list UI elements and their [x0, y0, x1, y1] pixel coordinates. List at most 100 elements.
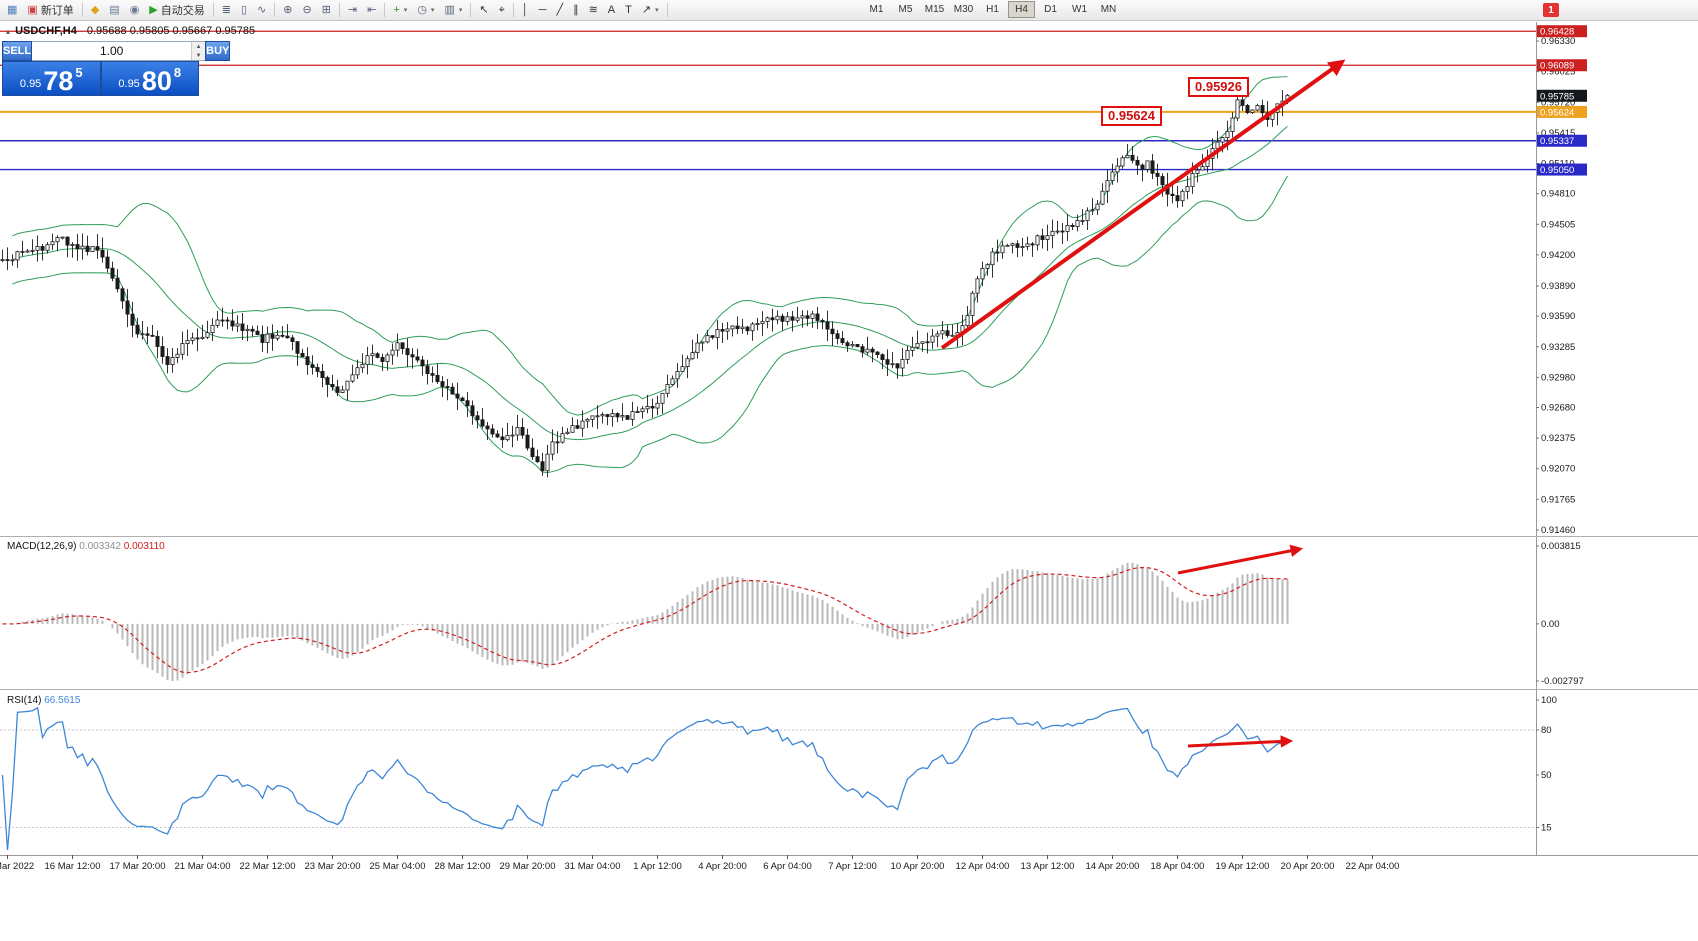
- timeframe-m1[interactable]: M1: [863, 1, 890, 18]
- dropdown-caret-icon: ▾: [458, 7, 463, 14]
- navigator-icon[interactable]: ◉: [126, 2, 144, 19]
- timeframe-m30[interactable]: M30: [950, 1, 977, 18]
- templates-icon[interactable]: ▥ ▾: [440, 2, 466, 19]
- sell-price-prefix: 0.95: [19, 78, 42, 90]
- sell-price-point: 5: [75, 65, 83, 80]
- text-label-icon[interactable]: T: [621, 2, 636, 19]
- timeframe-m5[interactable]: M5: [892, 1, 919, 18]
- one-click-toggle-icon[interactable]: ▴: [6, 27, 11, 36]
- bar-chart-icon: ≣: [221, 3, 231, 16]
- candles-layer[interactable]: [0, 90, 1290, 478]
- price-axis-label: 0.92070: [1541, 464, 1575, 475]
- candlestick-chart-icon: ▯: [240, 3, 248, 16]
- sell-price-button[interactable]: 0.95 78 5: [2, 61, 101, 96]
- rsi-axis-label: 15: [1541, 823, 1552, 834]
- buy-price-button[interactable]: 0.95 80 8: [100, 61, 199, 96]
- templates-icon: ▥: [444, 3, 455, 16]
- time-axis-label: 25 Mar 04:00: [370, 861, 426, 872]
- price-callout[interactable]: 0.95624: [1101, 106, 1162, 126]
- rsi-label: RSI(14) 66.5615: [7, 695, 81, 706]
- horizontal-line-icon[interactable]: ─: [535, 2, 551, 19]
- autotrading-button-label: 自动交易: [160, 5, 205, 17]
- channel-icon[interactable]: ∥: [569, 2, 583, 19]
- time-axis-label: 10 Apr 20:00: [891, 861, 945, 872]
- trend-arrow-macd[interactable]: [1177, 544, 1304, 575]
- macd-signal-line: [2, 567, 1288, 674]
- vertical-line-icon[interactable]: │: [518, 2, 533, 19]
- notification-badge[interactable]: 1: [1543, 3, 1559, 17]
- price-axis-label: 0.95720: [1541, 97, 1575, 108]
- buy-button[interactable]: BUY: [205, 41, 231, 61]
- autotrading-button[interactable]: ▶ 自动交易: [145, 2, 208, 19]
- sell-button[interactable]: SELL: [2, 41, 33, 61]
- toolbar-separator: [274, 3, 276, 17]
- volume-down-button[interactable]: ▼: [192, 51, 206, 60]
- price-axis-badge: [1537, 89, 1587, 102]
- chart-title: ▴ USDCHF,H4 0.95688 0.95805 0.95667 0.95…: [6, 25, 255, 37]
- profiles-icon[interactable]: ◆: [87, 2, 103, 19]
- trend-arrow-rsi[interactable]: [1187, 735, 1294, 748]
- timeframe-mn[interactable]: MN: [1095, 1, 1122, 18]
- cursor-icon[interactable]: ↖: [475, 2, 492, 19]
- time-axis-label: 22 Apr 04:00: [1346, 861, 1400, 872]
- new-order-button-label: 新订单: [40, 5, 74, 17]
- time-axis-label: 19 Apr 12:00: [1216, 861, 1270, 872]
- indicators-icon[interactable]: + ▾: [389, 2, 411, 19]
- timeframe-d1[interactable]: D1: [1037, 1, 1064, 18]
- rsi-axis-label: 100: [1541, 695, 1557, 706]
- timeframe-h4[interactable]: H4: [1008, 1, 1035, 18]
- tile-windows-icon[interactable]: ⊞: [318, 2, 335, 19]
- volume-up-button[interactable]: ▲: [192, 42, 206, 51]
- chart-window-icon[interactable]: ▦: [3, 2, 21, 19]
- price-axis-label: 0.96330: [1541, 36, 1575, 47]
- trend-arrow-main[interactable]: [940, 59, 1346, 350]
- auto-scroll-icon[interactable]: ⇥: [344, 2, 361, 19]
- price-axis-label: 0.91460: [1541, 525, 1575, 536]
- timeframe-h1[interactable]: H1: [979, 1, 1006, 18]
- price-axis-badge: [1537, 134, 1587, 147]
- volume-stepper: ▲ ▼: [32, 41, 206, 61]
- toolbar: ▦ ▣ 新订单 ◆ ▤ ◉ ▶ 自动交易 ≣ ▯ ∿ ⊕ ⊖ ⊞ ⇥ ⇤ + ▾ ◷ ▾ ▥ ▾ ↖ ⌖ │ ─ ╱ ∥ ≋ A T ↗ ▾ M…: [0, 0, 1698, 21]
- periods-icon[interactable]: ◷ ▾: [413, 2, 438, 19]
- text-icon[interactable]: A: [604, 2, 619, 19]
- candlestick-chart-icon[interactable]: ▯: [237, 2, 251, 19]
- arrow-tools-icon: ↗: [641, 3, 652, 16]
- price-axis-badge-label: 0.95785: [1540, 91, 1574, 102]
- line-chart-icon[interactable]: ∿: [253, 2, 270, 19]
- zoom-in-icon[interactable]: ⊕: [279, 2, 296, 19]
- vertical-line-icon: │: [521, 3, 529, 16]
- price-axis-label: 0.96025: [1541, 67, 1575, 78]
- timeframe-m15[interactable]: M15: [921, 1, 948, 18]
- bar-chart-icon[interactable]: ≣: [218, 2, 235, 19]
- price-axis-badge: [1537, 25, 1587, 38]
- trendline-icon[interactable]: ╱: [552, 2, 567, 19]
- tile-windows-icon: ⊞: [321, 3, 331, 16]
- time-axis-label: 17 Mar 20:00: [110, 861, 166, 872]
- volume-input[interactable]: [32, 42, 192, 60]
- time-axis-label: 13 Apr 12:00: [1021, 861, 1075, 872]
- fibonacci-icon[interactable]: ≋: [585, 2, 602, 19]
- time-axis-label: 14 Apr 20:00: [1086, 861, 1140, 872]
- macd-label: MACD(12,26,9) 0.003342 0.003110: [7, 541, 165, 552]
- dropdown-caret-icon: ▾: [655, 7, 659, 14]
- sell-price-pips: 78: [43, 66, 74, 97]
- timeframe-w1[interactable]: W1: [1066, 1, 1093, 18]
- toolbar-separator: [212, 3, 214, 17]
- price-axis-label: 0.94505: [1541, 219, 1575, 230]
- crosshair-icon: ⌖: [498, 3, 505, 16]
- toolbar-separator: [470, 3, 472, 17]
- price-callout[interactable]: 0.95926: [1188, 77, 1249, 97]
- market-watch-icon[interactable]: ▤: [105, 2, 123, 19]
- price-axis-badge-label: 0.95624: [1540, 107, 1574, 118]
- macd-axis-label: 0.003815: [1541, 541, 1581, 552]
- time-axis-label: 28 Mar 12:00: [435, 861, 491, 872]
- zoom-out-icon[interactable]: ⊖: [298, 2, 315, 19]
- chart-shift-icon[interactable]: ⇤: [363, 2, 380, 19]
- cursor-icon: ↖: [479, 3, 489, 16]
- arrow-tools-icon[interactable]: ↗ ▾: [638, 2, 663, 19]
- crosshair-icon[interactable]: ⌖: [495, 2, 509, 19]
- new-order-button[interactable]: ▣ 新订单: [23, 2, 77, 19]
- new-order-icon: ▣: [27, 3, 38, 16]
- price-axis-label: 0.93890: [1541, 281, 1575, 292]
